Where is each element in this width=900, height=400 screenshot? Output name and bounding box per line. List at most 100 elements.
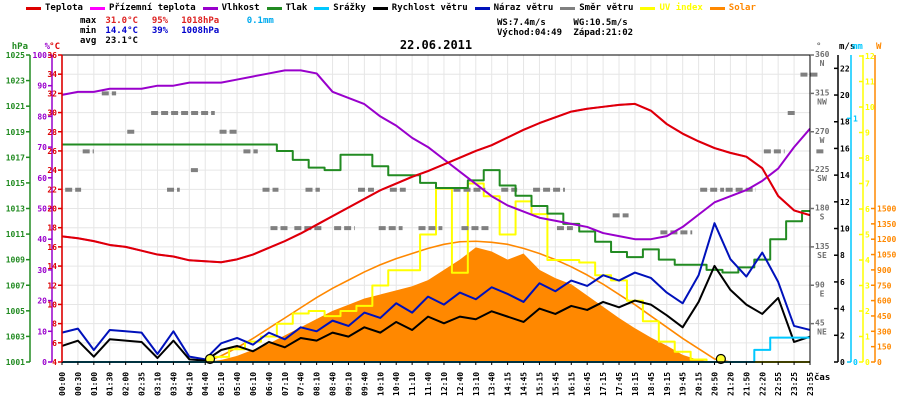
svg-text:4: 4	[52, 358, 57, 367]
stat-max-label: max	[80, 16, 97, 26]
legend-swatch	[202, 6, 218, 10]
svg-text:21:20: 21:20	[726, 372, 735, 396]
svg-text:09:40: 09:40	[360, 372, 369, 396]
svg-text:600: 600	[877, 297, 892, 306]
svg-text:09:10: 09:10	[344, 372, 353, 396]
svg-text:20:50: 20:50	[711, 372, 720, 396]
svg-text:1025: 1025	[6, 51, 25, 60]
series-wind-line	[61, 264, 811, 362]
svg-text:16: 16	[840, 144, 850, 153]
svg-text:3: 3	[865, 282, 870, 291]
svg-text:04:10: 04:10	[185, 372, 194, 396]
legend-item-sm-r-v-tru: Směr větru	[560, 3, 633, 13]
legend-swatch	[372, 6, 388, 10]
svg-text:28: 28	[47, 128, 57, 137]
svg-text:150: 150	[877, 343, 892, 352]
svg-text:40: 40	[37, 235, 47, 244]
svg-text:00:30: 00:30	[74, 372, 83, 396]
svg-text:04:40: 04:40	[201, 372, 210, 396]
axis-right-W	[871, 55, 876, 363]
svg-text:26: 26	[47, 147, 57, 156]
svg-text:70: 70	[37, 143, 47, 152]
series-temp-line	[61, 102, 811, 264]
svg-text:02:35: 02:35	[138, 372, 147, 396]
axis-left-%	[48, 54, 53, 363]
sun-marker-21:02	[715, 353, 726, 365]
svg-text:1017: 1017	[6, 153, 25, 162]
svg-text:0: 0	[840, 358, 845, 367]
svg-text:1023: 1023	[6, 77, 25, 86]
svg-text:2: 2	[865, 307, 870, 316]
svg-text:m/s: m/s	[839, 42, 855, 52]
svg-text:06:10: 06:10	[249, 372, 258, 396]
stat-min-label: min	[80, 26, 97, 36]
legend-label: Vlhkost	[221, 3, 260, 13]
stats-summary: max 31.0°C 95% 1018hPa 0.1mm min 14.4°C …	[80, 16, 274, 46]
legend-label: UV index	[659, 3, 703, 13]
svg-text:19:15: 19:15	[663, 372, 672, 396]
svg-text:750: 750	[877, 281, 892, 290]
svg-text:8: 8	[52, 320, 57, 329]
svg-text:14: 14	[47, 262, 57, 271]
legend-item-p-zemn-teplota: Přízemní teplota	[89, 3, 196, 13]
svg-text:12: 12	[865, 52, 875, 61]
svg-text:22: 22	[840, 64, 850, 73]
svg-text:360: 360	[815, 50, 830, 59]
svg-text:12:10: 12:10	[440, 372, 449, 396]
legend-label: Tlak	[285, 3, 308, 13]
svg-text:10: 10	[840, 225, 850, 234]
axis-unit: °C	[49, 42, 60, 52]
legend-swatch	[560, 6, 576, 10]
svg-text:900: 900	[877, 266, 892, 275]
sun-marker-04:49	[204, 353, 216, 365]
svg-text:80: 80	[37, 112, 47, 121]
legend-item-vlhkost: Vlhkost	[202, 3, 260, 13]
svg-text:5: 5	[865, 231, 870, 240]
svg-text:30: 30	[47, 109, 57, 118]
svg-text:1050: 1050	[877, 251, 896, 260]
stat-min-humidity: 39%	[151, 26, 169, 36]
svg-text:23:55: 23:55	[806, 372, 815, 396]
svg-text:10: 10	[47, 300, 57, 309]
svg-text:22:55: 22:55	[774, 372, 783, 396]
svg-text:1021: 1021	[6, 102, 25, 111]
svg-text:20:15: 20:15	[695, 372, 704, 396]
legend-swatch	[314, 6, 330, 10]
axis-right-deg	[810, 54, 814, 325]
axis-right-uv	[859, 55, 864, 363]
svg-text:1011: 1011	[6, 230, 25, 239]
svg-text:20: 20	[37, 297, 47, 306]
svg-text:19:45: 19:45	[679, 372, 688, 396]
svg-text:4: 4	[865, 256, 870, 265]
legend-label: Solar	[728, 3, 756, 13]
svg-text:15:15: 15:15	[535, 372, 544, 396]
svg-text:12: 12	[47, 281, 57, 290]
svg-text:22: 22	[47, 185, 57, 194]
series-humidity-line	[61, 69, 811, 241]
svg-text:01:30: 01:30	[106, 372, 115, 396]
axis-unit: hPa	[12, 42, 28, 52]
stat-sunset: Západ:21:02	[573, 28, 634, 38]
legend-swatch	[266, 6, 282, 10]
svg-text:225: 225	[815, 165, 830, 174]
legend: Teplota Přízemní teplota Vlhkost Tlak Srážky…	[26, 3, 756, 13]
axis-time: 00:00 00:30 01:00 01:30 02:00 02:35 03:10 03:40…	[58, 362, 815, 396]
svg-text:°: °	[816, 42, 821, 52]
svg-text:SW: SW	[817, 174, 827, 183]
legend-item-rychlost-v-tru: Rychlost větru	[372, 3, 468, 13]
svg-text:34: 34	[47, 70, 57, 79]
svg-text:2: 2	[840, 331, 845, 340]
axis-unit: %	[45, 42, 51, 52]
svg-text:7: 7	[865, 180, 870, 189]
svg-text:0: 0	[877, 358, 882, 367]
svg-text:18:15: 18:15	[631, 372, 640, 396]
legend-swatch	[89, 6, 105, 10]
legend-label: Směr větru	[579, 3, 634, 13]
svg-text:1005: 1005	[6, 307, 25, 316]
svg-text:mm: mm	[852, 42, 863, 52]
svg-text:17:45: 17:45	[615, 372, 624, 396]
svg-text:21:50: 21:50	[742, 372, 751, 396]
svg-text:05:40: 05:40	[233, 372, 242, 396]
svg-text:300: 300	[877, 327, 892, 336]
